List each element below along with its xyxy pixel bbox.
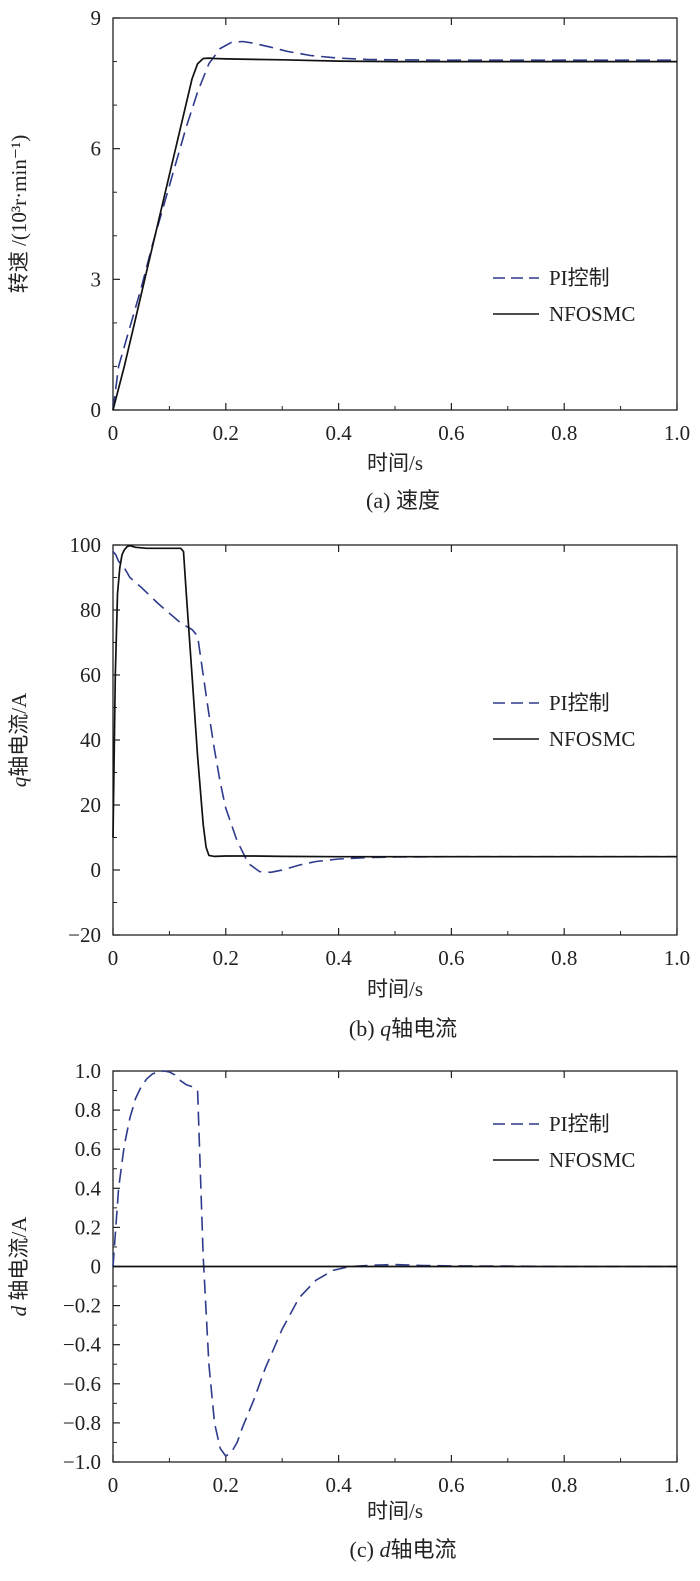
chart-panel-0: 0 0.2 0.4 0.6 0.8 1.0 0 3 6 9 时间/s 转速 /(10³r·min⁻¹)… (7, 6, 690, 513)
y-tick-label: 6 (91, 137, 102, 161)
y-tick-label: −0.6 (63, 1372, 101, 1396)
legend-label: NFOSMC (549, 727, 635, 751)
text-part: q (380, 1016, 391, 1041)
text-part: q (7, 776, 31, 787)
plot-frame (112, 17, 678, 411)
y-axis-title: q轴电流/A (7, 692, 31, 787)
x-tick-label: 0 (108, 1473, 119, 1497)
series-line-pi (112, 1070, 677, 1457)
x-tick-label: 0.2 (213, 421, 239, 445)
text-part: (c) (350, 1537, 380, 1562)
x-tick-label: 0 (108, 946, 119, 970)
legend-label: PI控制 (549, 691, 610, 715)
y-tick-label: 0.4 (75, 1176, 102, 1200)
x-axis-title: 时间/s (367, 977, 423, 1001)
x-tick-label: 0.4 (325, 946, 352, 970)
x-tick-label: 1.0 (664, 421, 690, 445)
figure-caption: (b) q轴电流 (349, 1016, 457, 1041)
y-tick-label: 100 (70, 533, 102, 557)
legend-label: PI控制 (549, 1112, 610, 1136)
text-part: 轴电流/A (7, 1216, 31, 1301)
series-line-pi (112, 40, 677, 411)
y-tick-label: 0.2 (75, 1215, 101, 1239)
x-tick-label: 0.2 (213, 946, 239, 970)
y-tick-label: 0 (91, 858, 102, 882)
y-tick-label: 1.0 (75, 1059, 101, 1083)
x-axis-title: 时间/s (367, 451, 423, 475)
text-part: 轴电流/A (7, 692, 31, 777)
chart-panel-1: 0 0.2 0.4 0.6 0.8 1.0−20020406080100时间/sq轴电流/… (7, 533, 690, 1041)
figure-caption: (c) d轴电流 (350, 1537, 457, 1562)
text-part: d (379, 1537, 391, 1562)
x-tick-label: 0.6 (438, 946, 464, 970)
y-tick-label: 0 (91, 1255, 102, 1279)
chart-panel-2: 0 0.2 0.4 0.6 0.8 1.0 −1.0 −0.8 −0.6 −0.4 −0.2 0 0.2… (7, 1059, 690, 1562)
y-tick-label: 40 (80, 728, 101, 752)
legend-label: PI控制 (549, 266, 610, 290)
y-axis-title: 转速 /(10³r·min⁻¹) (7, 135, 31, 293)
text-part: (b) (349, 1016, 380, 1041)
figure-caption: (a) 速度 (366, 488, 440, 513)
x-tick-label: 0.6 (438, 1473, 464, 1497)
y-tick-label: −1.0 (63, 1450, 101, 1474)
y-tick-label: 0 (91, 398, 102, 422)
series-line-nfosmc (112, 544, 677, 858)
y-tick-label: 3 (91, 267, 102, 291)
y-axis-title: d 轴电流/A (7, 1216, 31, 1317)
x-tick-label: 0.2 (213, 1473, 239, 1497)
x-tick-label: 1.0 (664, 946, 690, 970)
x-tick-label: 0.4 (325, 1473, 352, 1497)
text-part: 轴电流 (391, 1016, 457, 1041)
y-tick-label: 0.8 (75, 1098, 101, 1122)
y-tick-label: 20 (80, 793, 101, 817)
x-tick-label: 0.6 (438, 421, 464, 445)
x-tick-label: 0 (108, 421, 119, 445)
y-tick-label: 80 (80, 598, 101, 622)
y-tick-label: −20 (68, 923, 101, 947)
legend-label: NFOSMC (549, 1148, 635, 1172)
series-line-nfosmc (112, 57, 677, 411)
x-tick-label: 0.8 (551, 1473, 577, 1497)
x-tick-label: 0.8 (551, 946, 577, 970)
y-tick-label: 0.6 (75, 1137, 101, 1161)
text-part: d (7, 1301, 31, 1317)
text-part: 轴电流 (390, 1537, 456, 1562)
y-tick-label: 60 (80, 663, 101, 687)
legend-label: NFOSMC (549, 302, 635, 326)
x-axis-title: 时间/s (367, 1499, 423, 1523)
x-tick-label: 0.8 (551, 421, 577, 445)
y-tick-label: 9 (91, 6, 102, 30)
x-tick-label: 0.4 (325, 421, 352, 445)
y-tick-label: −0.4 (63, 1333, 102, 1357)
y-tick-label: −0.8 (63, 1411, 101, 1435)
y-tick-label: −0.2 (63, 1294, 101, 1318)
x-tick-label: 1.0 (664, 1473, 690, 1497)
charts-container: 0 0.2 0.4 0.6 0.8 1.0 0 3 6 9 时间/s 转速 /(10³r·min⁻¹)… (7, 6, 690, 1562)
